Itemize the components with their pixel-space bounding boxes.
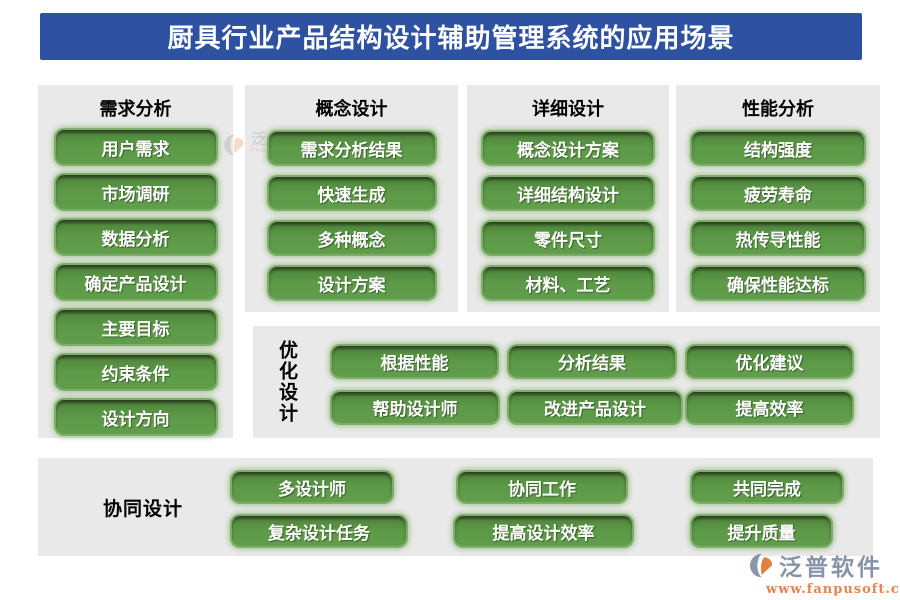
node-fatigue-life: 疲劳寿命 <box>692 177 864 209</box>
node-complex-design-tasks: 复杂设计任务 <box>232 516 406 546</box>
fanpu-logo: 泛普软件 www.fanpusoft.com <box>750 548 900 597</box>
node-main-goals: 主要目标 <box>55 310 216 344</box>
concept-panel: 概念设计 需求分析结果 快速生成 多种概念 设计方案 <box>245 85 458 312</box>
concept-nodes: 需求分析结果 快速生成 多种概念 设计方案 <box>245 132 458 299</box>
node-improve-quality: 提升质量 <box>692 516 831 546</box>
collaboration-label: 协同设计 <box>102 498 183 520</box>
node-materials-process: 材料、工艺 <box>483 267 653 299</box>
fanpu-logo-url: www.fanpusoft.com <box>766 582 900 597</box>
node-improve-design-efficiency: 提高设计效率 <box>455 516 632 546</box>
performance-panel: 性能分析 结构强度 疲劳寿命 热传导性能 确保性能达标 <box>676 85 880 312</box>
optimization-label: 优化设计 <box>276 340 297 424</box>
performance-header: 性能分析 <box>742 99 814 119</box>
node-analysis-results: 分析结果 <box>509 346 675 377</box>
node-multiple-concepts: 多种概念 <box>268 222 435 254</box>
node-user-needs: 用户需求 <box>55 130 216 164</box>
node-market-research: 市场调研 <box>55 175 216 209</box>
node-design-direction: 设计方向 <box>55 400 216 434</box>
node-structural-strength: 结构强度 <box>692 132 864 164</box>
concept-header: 概念设计 <box>315 99 388 119</box>
node-constraints: 约束条件 <box>55 355 216 389</box>
node-data-analysis: 数据分析 <box>55 220 216 254</box>
detail-panel: 详细设计 概念设计方案 详细结构设计 零件尺寸 材料、工艺 <box>467 85 669 312</box>
node-collaborative-work: 协同工作 <box>458 472 626 502</box>
node-increase-efficiency: 提高效率 <box>687 392 852 423</box>
node-optimization-suggestions: 优化建议 <box>687 346 852 377</box>
node-concept-scheme: 概念设计方案 <box>483 132 653 164</box>
collaboration-panel: 协同设计 多设计师 协同工作 共同完成 复杂设计任务 提高设计效率 提升质量 <box>38 458 873 556</box>
detail-header: 详细设计 <box>532 99 604 119</box>
performance-nodes: 结构强度 疲劳寿命 热传导性能 确保性能达标 <box>676 132 880 299</box>
optimization-panel: 优化设计 根据性能 分析结果 优化建议 帮助设计师 改进产品设计 提高效率 <box>253 326 880 438</box>
title-banner: 厨具行业产品结构设计辅助管理系统的应用场景 <box>40 13 862 60</box>
page-title: 厨具行业产品结构设计辅助管理系统的应用场景 <box>167 23 735 53</box>
fanpu-watermark-icon <box>224 134 244 156</box>
node-ensure-performance: 确保性能达标 <box>692 267 864 299</box>
node-part-dimensions: 零件尺寸 <box>483 222 653 254</box>
node-detailed-structure: 详细结构设计 <box>483 177 653 209</box>
node-quick-generate: 快速生成 <box>268 177 435 209</box>
fanpu-logo-name: 泛普软件 <box>779 554 883 580</box>
detail-nodes: 概念设计方案 详细结构设计 零件尺寸 材料、工艺 <box>467 132 669 299</box>
node-define-product-design: 确定产品设计 <box>55 265 216 299</box>
requirements-header: 需求分析 <box>99 99 172 119</box>
node-help-designers: 帮助设计师 <box>332 392 498 423</box>
node-multiple-designers: 多设计师 <box>232 472 392 502</box>
requirements-nodes: 用户需求 市场调研 数据分析 确定产品设计 主要目标 约束条件 设计方向 <box>38 130 233 434</box>
node-based-on-performance: 根据性能 <box>332 346 497 377</box>
fanpu-logo-icon <box>750 553 773 577</box>
node-requirements-result: 需求分析结果 <box>268 132 435 164</box>
node-complete-together: 共同完成 <box>692 472 842 502</box>
node-design-scheme: 设计方案 <box>268 267 435 299</box>
node-improve-product-design: 改进产品设计 <box>509 392 681 423</box>
node-thermal-conductivity: 热传导性能 <box>692 222 864 254</box>
requirements-panel: 需求分析 用户需求 市场调研 数据分析 确定产品设计 主要目标 约束条件 设计方… <box>38 85 233 438</box>
